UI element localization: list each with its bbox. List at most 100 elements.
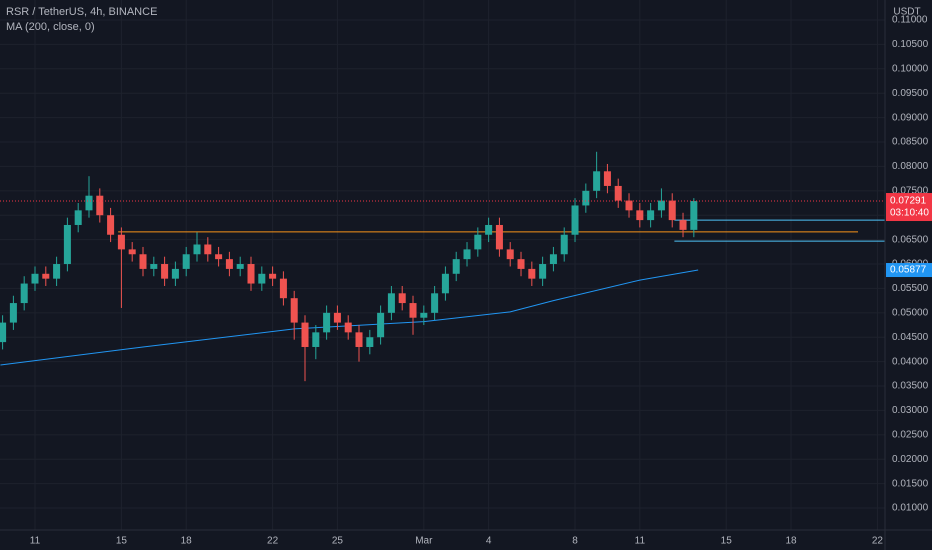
candle-body bbox=[398, 293, 406, 304]
candle-body bbox=[560, 234, 568, 255]
ma-label-box bbox=[886, 263, 932, 278]
candle-body bbox=[517, 259, 525, 269]
moving-average bbox=[0, 269, 699, 366]
candle-body bbox=[333, 312, 341, 323]
candle-body bbox=[247, 264, 255, 284]
candle-body bbox=[236, 264, 244, 269]
candle-body bbox=[690, 201, 698, 230]
candle-body bbox=[279, 278, 287, 299]
candle-body bbox=[625, 200, 633, 211]
x-tick-label: 25 bbox=[332, 536, 344, 547]
candle-body bbox=[387, 293, 395, 313]
x-tick-label: 22 bbox=[872, 536, 884, 547]
candle-body bbox=[474, 234, 482, 250]
x-tick-label: Mar bbox=[415, 536, 433, 547]
candle-body bbox=[668, 200, 676, 221]
ma-label: 0.05877 bbox=[890, 265, 927, 276]
x-tick-label: 22 bbox=[267, 536, 279, 547]
candle-body bbox=[679, 220, 687, 230]
candle-body bbox=[171, 268, 179, 279]
candle-body bbox=[96, 195, 104, 216]
grid bbox=[0, 0, 885, 530]
candle-body bbox=[290, 298, 298, 323]
y-tick-label: 0.10000 bbox=[892, 63, 929, 74]
candle-body bbox=[441, 273, 449, 294]
y-tick-label: 0.03500 bbox=[892, 381, 929, 392]
countdown-label: 03:10:40 bbox=[890, 208, 929, 219]
y-tick-label: 0.04000 bbox=[892, 356, 929, 367]
candle-body bbox=[269, 273, 277, 279]
candle-body bbox=[366, 337, 374, 347]
candle-body bbox=[53, 264, 61, 279]
x-tick-label: 11 bbox=[635, 536, 646, 547]
price-label-box bbox=[886, 193, 932, 222]
candle-body bbox=[409, 303, 417, 318]
x-tick-label: 4 bbox=[486, 536, 492, 547]
y-tick-label: 0.04500 bbox=[892, 332, 929, 343]
y-tick-label: 0.08500 bbox=[892, 137, 929, 148]
candle-body bbox=[355, 332, 363, 347]
candle-body bbox=[42, 273, 50, 279]
y-tick-label: 0.08000 bbox=[892, 161, 929, 172]
candle-body bbox=[117, 234, 125, 250]
price-label: 0.07291 bbox=[890, 196, 927, 207]
candle-body bbox=[603, 171, 611, 186]
candle-body bbox=[301, 322, 309, 347]
candle-body bbox=[549, 254, 557, 265]
candle-body bbox=[452, 259, 460, 274]
candle-body bbox=[593, 171, 601, 191]
x-tick-label: 18 bbox=[785, 536, 797, 547]
candle-body bbox=[420, 312, 428, 318]
candle-body bbox=[193, 244, 201, 255]
y-tick-label: 0.06500 bbox=[892, 234, 929, 245]
y-tick-label: 0.02500 bbox=[892, 429, 929, 440]
x-tick-label: 11 bbox=[30, 536, 41, 547]
candle-body bbox=[20, 283, 28, 304]
indicator-legend: MA (200, close, 0) bbox=[6, 21, 95, 33]
candle-body bbox=[636, 210, 644, 221]
candle-body bbox=[571, 205, 579, 235]
candle-body bbox=[539, 264, 547, 279]
y-tick-label: 0.03000 bbox=[892, 405, 929, 416]
candle-body bbox=[107, 215, 115, 235]
candle-body bbox=[74, 210, 82, 225]
candle-body bbox=[150, 264, 158, 269]
candle-body bbox=[63, 224, 71, 265]
candle-body bbox=[431, 293, 439, 313]
y-tick-label: 0.01500 bbox=[892, 478, 929, 489]
x-tick-label: 8 bbox=[572, 536, 578, 547]
y-tick-label: 0.09000 bbox=[892, 112, 929, 123]
candle-body bbox=[215, 254, 223, 260]
y-tick-label: 0.09500 bbox=[892, 88, 929, 99]
candle-body bbox=[31, 273, 39, 284]
candle-body bbox=[657, 200, 665, 211]
candle-body bbox=[377, 312, 385, 338]
candle-body bbox=[204, 244, 212, 255]
candle-body bbox=[182, 254, 190, 269]
candle-body bbox=[344, 322, 352, 333]
y-tick-label: 0.07500 bbox=[892, 185, 929, 196]
axes: 0.01000 0.01500 0.02000 0.02500 0.03000 0.035… bbox=[30, 15, 932, 547]
candle-body bbox=[225, 259, 233, 269]
candle-body bbox=[614, 185, 622, 201]
candle-body bbox=[85, 195, 93, 211]
plot bbox=[0, 151, 885, 382]
candle-body bbox=[312, 332, 320, 347]
candle-body bbox=[495, 224, 503, 250]
candle-body bbox=[582, 190, 590, 206]
candle-body bbox=[128, 249, 136, 255]
candle-body bbox=[647, 210, 655, 221]
candle-body bbox=[9, 303, 17, 323]
y-tick-label: 0.11000 bbox=[892, 15, 928, 26]
candle-body bbox=[506, 249, 514, 260]
x-tick-label: 15 bbox=[721, 536, 733, 547]
candle-body bbox=[139, 254, 147, 269]
x-tick-label: 15 bbox=[116, 536, 128, 547]
y-axis-label: USDT bbox=[893, 7, 920, 18]
y-tick-label: 0.05500 bbox=[892, 283, 929, 294]
y-tick-label: 0.02000 bbox=[892, 454, 929, 465]
candle-body bbox=[0, 322, 7, 343]
candle-body bbox=[323, 312, 331, 333]
